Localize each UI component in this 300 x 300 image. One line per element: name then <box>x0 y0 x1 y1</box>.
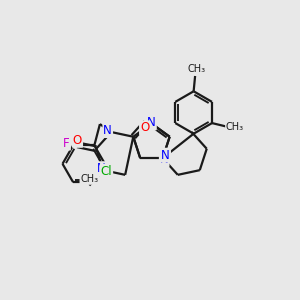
Text: CH₃: CH₃ <box>226 122 244 132</box>
Text: N: N <box>147 116 156 129</box>
Text: N: N <box>103 124 112 137</box>
Text: CH₃: CH₃ <box>188 64 206 74</box>
Text: N: N <box>161 149 170 162</box>
Text: N: N <box>97 162 106 175</box>
Text: Cl: Cl <box>100 165 112 178</box>
Text: N: N <box>160 153 169 166</box>
Text: CH₃: CH₃ <box>80 174 98 184</box>
Text: F: F <box>63 136 70 150</box>
Text: O: O <box>140 121 149 134</box>
Text: O: O <box>73 134 82 147</box>
